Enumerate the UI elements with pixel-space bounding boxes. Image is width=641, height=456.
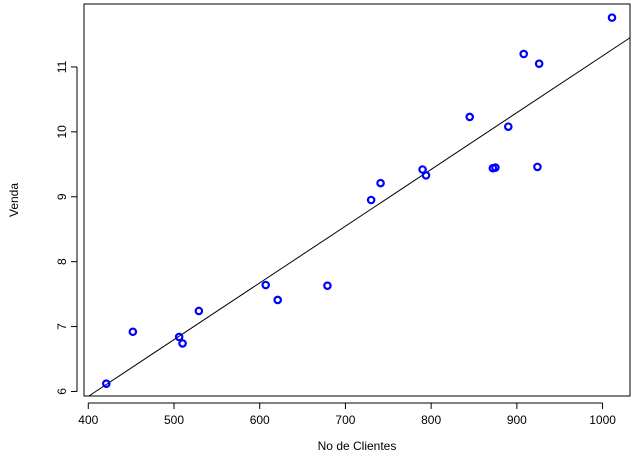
- data-point: [366, 195, 376, 205]
- data-point: [323, 281, 332, 290]
- data-point: [491, 163, 500, 172]
- data-point: [174, 332, 184, 342]
- x-axis: 400 500 600 700 800 900 1000: [78, 402, 616, 427]
- data-point: [607, 13, 617, 22]
- y-tick-label: 10: [55, 125, 69, 139]
- x-tick-label: 500: [164, 413, 184, 427]
- y-tick-label: 9: [55, 193, 69, 200]
- data-point: [465, 112, 475, 122]
- data-points: [101, 13, 617, 388]
- y-tick-label: 8: [55, 258, 69, 265]
- regression-line: [88, 37, 631, 397]
- data-point: [533, 162, 542, 172]
- data-point: [421, 171, 431, 180]
- data-point: [534, 59, 544, 69]
- data-point: [519, 49, 529, 59]
- data-point: [376, 178, 385, 188]
- data-point: [178, 339, 187, 348]
- y-axis: 6 7 8 9 10 11: [55, 60, 78, 395]
- y-tick-label: 7: [55, 323, 69, 330]
- y-axis-title: Venda: [7, 183, 21, 217]
- data-point: [101, 379, 111, 388]
- data-point: [418, 165, 427, 174]
- x-tick-label: 600: [250, 413, 270, 427]
- x-tick-label: 400: [78, 413, 98, 427]
- x-tick-label: 800: [421, 413, 441, 427]
- x-tick-label: 900: [507, 413, 527, 427]
- data-point: [273, 295, 283, 305]
- data-point: [128, 327, 138, 337]
- x-tick-label: 700: [335, 413, 355, 427]
- data-point: [261, 280, 271, 290]
- plot-frame: [83, 3, 631, 397]
- x-tick-label: 1000: [589, 413, 616, 427]
- y-tick-label: 11: [55, 60, 69, 73]
- data-point: [194, 306, 204, 316]
- x-axis-title: No de Clientes: [318, 439, 397, 453]
- data-point: [503, 122, 513, 131]
- y-tick-label: 6: [55, 388, 69, 395]
